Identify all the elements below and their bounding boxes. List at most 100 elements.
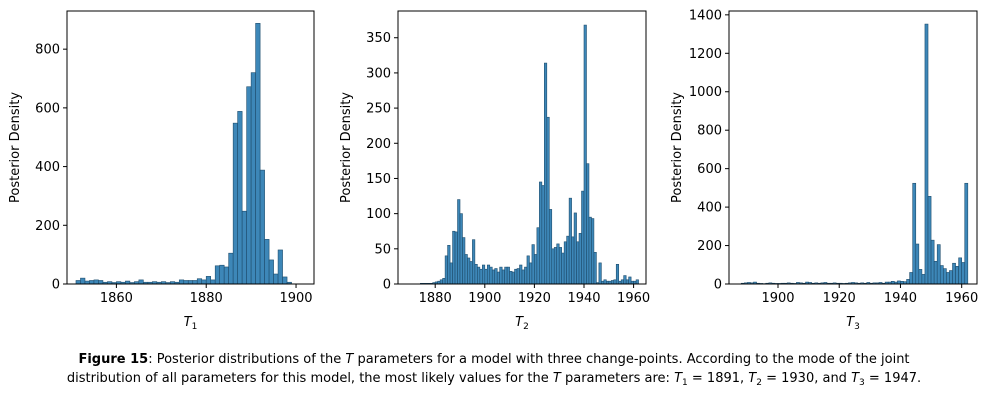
y-tick-label: 150 bbox=[366, 172, 391, 187]
histogram-bar bbox=[563, 241, 567, 285]
x-tick-label: 1900 bbox=[279, 291, 312, 306]
caption-symbol: T bbox=[748, 371, 757, 386]
histogram-bar bbox=[620, 279, 624, 285]
histogram-bar bbox=[958, 257, 962, 285]
histogram-bar bbox=[531, 244, 535, 285]
y-tick-label: 0 bbox=[383, 278, 391, 293]
y-tick-label: 1200 bbox=[689, 47, 722, 62]
histogram-bar bbox=[469, 261, 473, 285]
histogram-bar bbox=[237, 111, 243, 285]
histogram-bar bbox=[138, 279, 144, 285]
histogram-bar bbox=[571, 236, 575, 285]
histogram-bar bbox=[558, 247, 562, 285]
histogram-panel-1: 1860 1880 1900 0 200 400 600 800 T1 Posterior Den… bbox=[8, 10, 315, 332]
histogram-bar bbox=[489, 266, 493, 285]
histogram-bar bbox=[548, 209, 553, 285]
caption-text: parameters are: bbox=[560, 371, 675, 386]
histogram-bar bbox=[93, 279, 99, 285]
histogram-bar bbox=[573, 212, 577, 285]
histogram-bar bbox=[196, 278, 203, 285]
caption-line-1: Figure 15: Posterior distributions of th… bbox=[0, 350, 988, 369]
histogram-bar bbox=[183, 280, 189, 285]
histogram-bar bbox=[246, 86, 252, 285]
y-tick-label: 400 bbox=[35, 160, 60, 175]
histogram-bar bbox=[472, 239, 476, 285]
caption-subscript: 2 bbox=[756, 378, 762, 388]
histogram-bar bbox=[464, 254, 468, 285]
y-axis-label: Posterior Density bbox=[8, 92, 23, 203]
histogram-bar bbox=[459, 213, 463, 285]
histogram-bar bbox=[482, 264, 486, 285]
histogram-bar bbox=[282, 276, 288, 285]
histogram-bar bbox=[178, 279, 185, 285]
caption-line-2: distribution of all parameters for this … bbox=[0, 369, 988, 393]
histogram-bar bbox=[964, 182, 969, 285]
x-axis-label: T1 bbox=[184, 315, 198, 332]
histogram-bar bbox=[526, 255, 530, 285]
histogram-panel-2: 1880 1900 1920 1940 1960 0 50 100 150 200 250 300 35… bbox=[339, 10, 650, 332]
histogram-bar bbox=[98, 280, 104, 285]
histogram-bar bbox=[939, 265, 944, 285]
histogram-bar bbox=[491, 269, 496, 285]
histogram-bar bbox=[591, 218, 595, 285]
x-tick-label: 1920 bbox=[518, 291, 551, 306]
histogram-bar bbox=[447, 245, 451, 285]
x-tick-label: 1960 bbox=[945, 291, 978, 306]
histogram-bar bbox=[187, 280, 194, 285]
histogram-bar bbox=[581, 190, 585, 285]
histogram-bar bbox=[277, 249, 283, 285]
histogram-bar bbox=[952, 262, 956, 285]
caption-value-t2: = 1930, and bbox=[761, 371, 852, 386]
histogram-bar bbox=[201, 279, 207, 285]
y-tick-label: 200 bbox=[697, 239, 722, 254]
histogram-bar bbox=[477, 266, 481, 285]
histogram-bar bbox=[444, 255, 448, 285]
histogram-bar bbox=[909, 272, 914, 285]
histogram-bar bbox=[524, 266, 528, 285]
y-tick-label: 200 bbox=[35, 219, 60, 234]
histogram-panel-3: 1900 1920 1940 1960 0 200 400 600 800 1000 1200 140… bbox=[670, 8, 978, 332]
histogram-bar bbox=[534, 254, 538, 285]
y-axis-label: Posterior Density bbox=[339, 92, 354, 203]
histogram-bar bbox=[264, 239, 270, 285]
histogram-bar bbox=[615, 263, 620, 285]
histogram-bar bbox=[583, 24, 587, 285]
histogram-bar bbox=[192, 280, 198, 285]
histogram-bar bbox=[930, 239, 935, 285]
histogram-bar bbox=[457, 199, 461, 285]
histogram-bar bbox=[628, 276, 632, 285]
histogram-bar bbox=[961, 262, 966, 285]
histogram-bar bbox=[566, 235, 570, 285]
histogram-bar bbox=[484, 268, 488, 285]
x-tick-label: 1860 bbox=[100, 291, 133, 306]
histogram-bar bbox=[933, 261, 938, 285]
histogram-bar bbox=[259, 169, 265, 285]
histogram-bar bbox=[219, 264, 225, 285]
histogram-bar bbox=[625, 279, 629, 285]
x-tick-label: 1900 bbox=[468, 291, 501, 306]
histogram-bar bbox=[906, 279, 910, 285]
histogram-bar bbox=[474, 263, 478, 285]
figure-label: Figure 15 bbox=[78, 352, 149, 367]
histogram-bar bbox=[529, 262, 533, 285]
caption-symbol: T bbox=[674, 371, 683, 386]
histogram-bar bbox=[598, 262, 602, 285]
histogram-bar bbox=[514, 268, 518, 285]
caption-symbol: T bbox=[851, 371, 860, 386]
x-tick-label: 1920 bbox=[823, 291, 856, 306]
histogram-bar bbox=[509, 271, 513, 285]
histogram-bar bbox=[546, 116, 550, 285]
histogram-bar bbox=[927, 196, 932, 285]
histogram-bar bbox=[915, 243, 920, 285]
histogram-bar bbox=[553, 247, 558, 285]
y-tick-label: 800 bbox=[35, 43, 60, 58]
histogram-bar bbox=[80, 277, 86, 285]
histogram-bar bbox=[452, 230, 456, 285]
y-tick-label: 0 bbox=[714, 278, 722, 293]
x-tick-label: 1940 bbox=[884, 291, 917, 306]
histogram-bar bbox=[921, 274, 926, 285]
histogram-bar bbox=[588, 216, 592, 285]
histogram-bar bbox=[586, 163, 590, 285]
x-axis-label: T2 bbox=[515, 315, 529, 332]
caption-value-t1: = 1891, bbox=[687, 371, 749, 386]
